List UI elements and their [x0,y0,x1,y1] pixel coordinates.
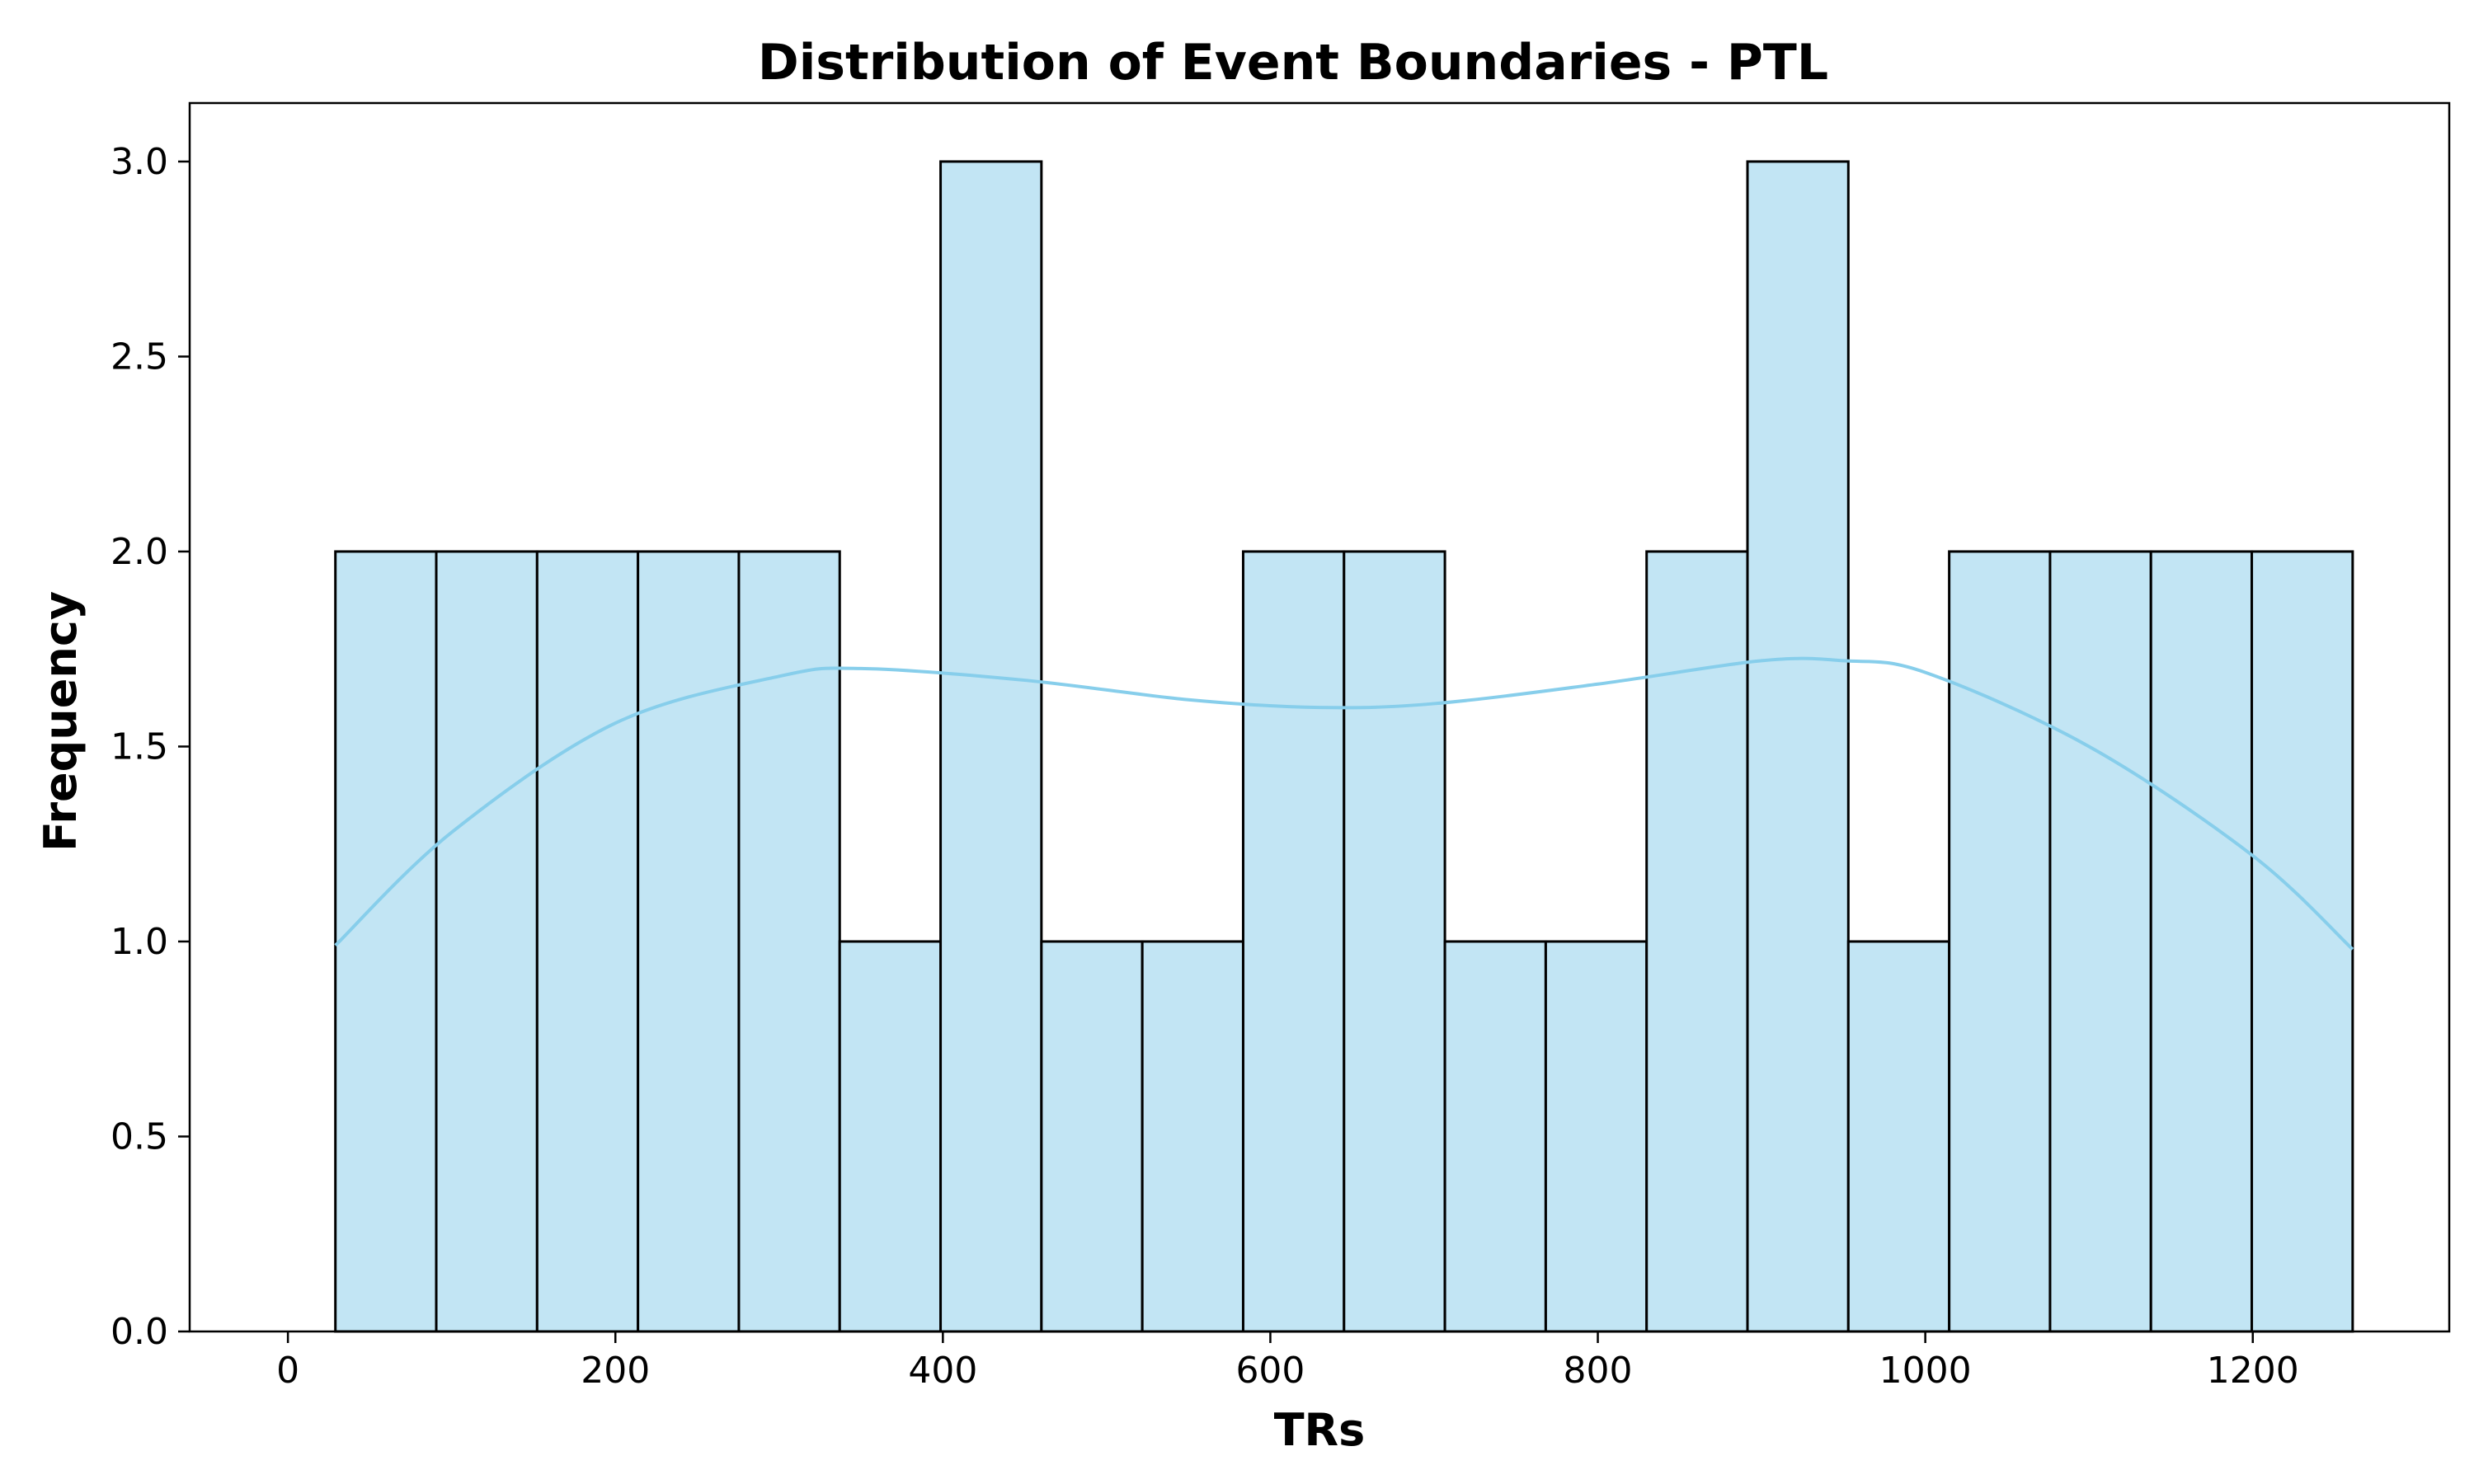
y-axis-label: Frequency [35,591,87,852]
histogram-bar [2149,550,2254,1333]
x-tick-label: 400 [908,1350,977,1392]
x-tick-label: 200 [581,1350,650,1392]
chart-title: Distribution of Event Boundaries - PTL [758,34,1828,92]
histogram-bar [1343,550,1446,1333]
histogram-bar [637,550,741,1333]
histogram-bar [535,550,640,1333]
histogram-bar [1746,160,1850,1333]
x-tick-label: 1000 [1879,1350,1972,1392]
x-tick-label: 800 [1564,1350,1633,1392]
kde-layer [334,656,2354,951]
histogram-bar [1544,940,1649,1333]
histogram-bar [838,940,943,1333]
y-tick-label: 1.5 [111,726,168,768]
y-tick-label: 0.0 [111,1311,168,1353]
x-tick-label: 1200 [2207,1350,2299,1392]
histogram-bar [1040,940,1144,1333]
plot-frame [188,101,2451,1333]
kde-curve [334,656,2354,951]
x-axis-ticks: 0 200 400 600 800 1000 1200 [276,1331,2299,1392]
y-tick-label: 3.0 [111,141,168,183]
y-tick-label: 1.0 [111,921,168,963]
x-axis-label: TRs [1274,1404,1366,1456]
histogram-bar [1443,940,1547,1333]
histogram-bar [1141,940,1244,1333]
histogram-bar [334,550,438,1333]
y-tick-label: 0.5 [111,1115,168,1158]
histogram-bar [1241,550,1346,1333]
histogram-bar [939,160,1043,1333]
histogram-bar [2251,550,2354,1333]
histogram-bar [1948,550,2052,1333]
x-tick-label: 600 [1235,1350,1305,1392]
histogram-bar [435,550,539,1333]
y-tick-label: 2.0 [111,531,168,573]
histogram-bar [1645,550,1749,1333]
y-axis-ticks: 0.0 0.5 1.0 1.5 2.0 2.5 3.0 [111,141,190,1353]
histogram-bar [2048,550,2152,1333]
x-tick-label: 0 [276,1350,299,1392]
histogram-bars [334,160,2354,1333]
histogram-bar [1846,940,1951,1333]
y-tick-label: 2.5 [111,336,168,378]
